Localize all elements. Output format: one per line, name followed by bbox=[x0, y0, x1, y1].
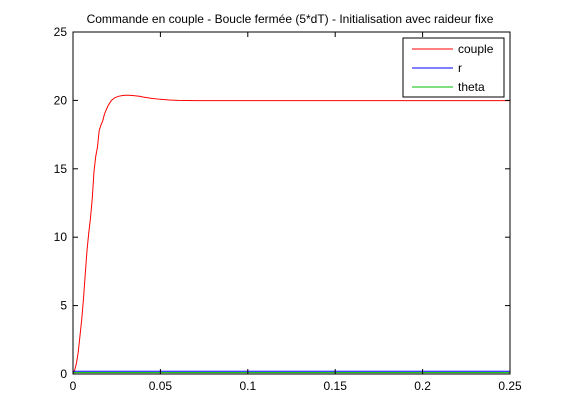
y-tick-label: 5 bbox=[60, 299, 67, 313]
x-tick-label: 0.2 bbox=[414, 379, 431, 393]
y-tick-label: 0 bbox=[60, 367, 67, 381]
y-tick-label: 15 bbox=[54, 162, 68, 176]
x-tick-label: 0.25 bbox=[498, 379, 522, 393]
legend: couple r theta bbox=[402, 37, 505, 98]
chart-title: Commande en couple - Boucle fermée (5*dT… bbox=[87, 12, 494, 26]
y-tick-label: 20 bbox=[54, 93, 68, 107]
legend-label-couple: couple bbox=[458, 42, 494, 56]
x-tick-label: 0.15 bbox=[324, 379, 348, 393]
y-tick-label: 10 bbox=[54, 230, 68, 244]
x-tick-label: 0 bbox=[70, 379, 77, 393]
legend-label-theta: theta bbox=[458, 80, 485, 94]
y-tick-label: 25 bbox=[54, 25, 68, 39]
ticks-layer: 0 0.05 0.1 0.15 0.2 0.25 0 5 10 15 20 25 bbox=[54, 25, 522, 393]
series-line-couple bbox=[72, 94, 510, 375]
x-tick-label: 0.1 bbox=[239, 379, 256, 393]
series-layer bbox=[72, 94, 510, 375]
x-tick-label: 0.05 bbox=[149, 379, 173, 393]
legend-items: couple r theta bbox=[412, 42, 494, 94]
legend-label-r: r bbox=[458, 61, 462, 75]
